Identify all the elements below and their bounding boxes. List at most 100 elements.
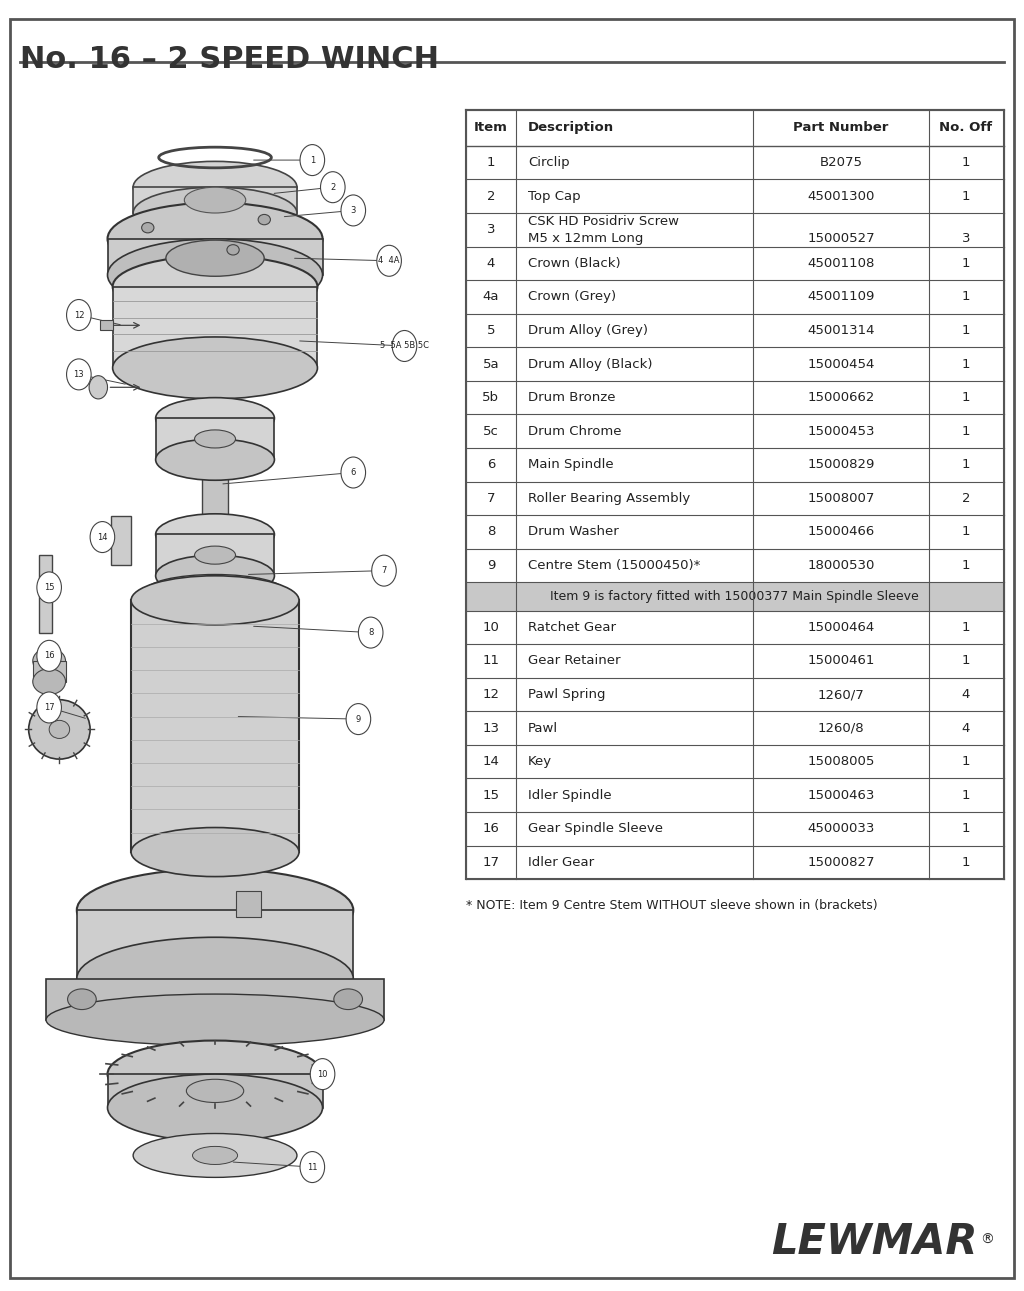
Text: * NOTE: Item 9 Centre Stem WITHOUT sleeve shown in (brackets): * NOTE: Item 9 Centre Stem WITHOUT sleev… <box>466 899 878 911</box>
Text: 1: 1 <box>962 324 971 337</box>
Bar <box>156 418 274 460</box>
Bar <box>466 549 1004 582</box>
Text: 16: 16 <box>44 652 54 660</box>
Text: Top Cap: Top Cap <box>527 190 581 203</box>
Bar <box>466 678 1004 711</box>
Text: 4a: 4a <box>482 290 499 303</box>
Ellipse shape <box>193 1146 238 1164</box>
Text: CSK HD Posidriv Screw: CSK HD Posidriv Screw <box>527 214 679 229</box>
Text: Idler Spindle: Idler Spindle <box>527 789 611 802</box>
Text: 2: 2 <box>330 183 336 191</box>
Text: 1: 1 <box>962 425 971 438</box>
Text: 12: 12 <box>482 688 500 701</box>
Ellipse shape <box>113 256 317 318</box>
Circle shape <box>300 145 325 176</box>
Text: 1: 1 <box>962 257 971 270</box>
Circle shape <box>90 522 115 553</box>
Text: 7: 7 <box>486 492 496 505</box>
Circle shape <box>341 457 366 488</box>
Text: B2075: B2075 <box>819 156 862 169</box>
Text: Gear Spindle Sleeve: Gear Spindle Sleeve <box>527 822 663 835</box>
Text: 18000530: 18000530 <box>807 559 874 572</box>
Text: Main Spindle: Main Spindle <box>527 458 613 471</box>
Text: 15: 15 <box>482 789 500 802</box>
Ellipse shape <box>49 720 70 738</box>
Ellipse shape <box>33 648 66 674</box>
Text: 1: 1 <box>962 190 971 203</box>
Ellipse shape <box>141 222 154 232</box>
Text: Drum Bronze: Drum Bronze <box>527 391 615 404</box>
Text: 13: 13 <box>482 722 500 735</box>
Ellipse shape <box>145 574 285 608</box>
Text: 3: 3 <box>962 231 971 245</box>
Ellipse shape <box>131 828 299 877</box>
Text: 7: 7 <box>381 567 387 574</box>
Text: 1: 1 <box>962 755 971 768</box>
Text: 15000463: 15000463 <box>807 789 874 802</box>
Text: 15000827: 15000827 <box>807 856 874 869</box>
Text: 15000829: 15000829 <box>807 458 874 471</box>
Bar <box>100 320 113 330</box>
Ellipse shape <box>227 245 240 256</box>
Text: 45001109: 45001109 <box>807 290 874 303</box>
Bar <box>108 239 323 275</box>
Text: Ratchet Gear: Ratchet Gear <box>527 621 615 634</box>
Bar <box>466 110 1004 146</box>
Text: 1: 1 <box>486 156 496 169</box>
Circle shape <box>341 195 366 226</box>
Ellipse shape <box>108 1041 323 1108</box>
Text: 1: 1 <box>962 525 971 538</box>
Text: 1: 1 <box>962 290 971 303</box>
Text: 1: 1 <box>962 621 971 634</box>
Bar <box>466 711 1004 745</box>
Circle shape <box>37 640 61 671</box>
Text: 1: 1 <box>962 156 971 169</box>
Text: 15008007: 15008007 <box>807 492 874 505</box>
Bar <box>156 534 274 576</box>
Text: Drum Washer: Drum Washer <box>527 525 618 538</box>
Text: Pawl Spring: Pawl Spring <box>527 688 605 701</box>
Ellipse shape <box>68 989 96 1010</box>
Ellipse shape <box>77 869 353 951</box>
Text: 1: 1 <box>962 458 971 471</box>
Bar <box>133 187 297 213</box>
Ellipse shape <box>89 376 108 399</box>
Text: 4: 4 <box>962 688 970 701</box>
Ellipse shape <box>29 700 90 759</box>
Text: 16: 16 <box>482 822 500 835</box>
Circle shape <box>372 555 396 586</box>
Text: Drum Chrome: Drum Chrome <box>527 425 622 438</box>
Ellipse shape <box>258 214 270 225</box>
Circle shape <box>321 172 345 203</box>
Text: 4: 4 <box>962 722 970 735</box>
Text: 45001314: 45001314 <box>807 324 874 337</box>
Text: 14: 14 <box>482 755 500 768</box>
Bar <box>466 812 1004 846</box>
Text: 1: 1 <box>962 559 971 572</box>
Text: 6: 6 <box>486 458 496 471</box>
Text: 8: 8 <box>486 525 496 538</box>
Bar <box>466 247 1004 280</box>
Text: 5b: 5b <box>482 391 500 404</box>
Bar <box>466 146 1004 179</box>
Text: 1: 1 <box>962 655 971 667</box>
Circle shape <box>358 617 383 648</box>
Circle shape <box>37 692 61 723</box>
Text: Drum Alloy (Grey): Drum Alloy (Grey) <box>527 324 648 337</box>
Text: Idler Gear: Idler Gear <box>527 856 594 869</box>
Text: 9: 9 <box>355 715 361 723</box>
Text: Centre Stem (15000450)*: Centre Stem (15000450)* <box>527 559 700 572</box>
Bar <box>466 314 1004 347</box>
Text: 17: 17 <box>482 856 500 869</box>
Text: 45001300: 45001300 <box>807 190 874 203</box>
Text: Roller Bearing Assembly: Roller Bearing Assembly <box>527 492 690 505</box>
Text: 1260/7: 1260/7 <box>817 688 864 701</box>
Text: 15000464: 15000464 <box>807 621 874 634</box>
Text: 4: 4 <box>486 257 496 270</box>
Text: 13: 13 <box>74 371 84 378</box>
Ellipse shape <box>184 187 246 213</box>
Bar <box>466 280 1004 314</box>
Text: LEWMAR: LEWMAR <box>771 1220 978 1263</box>
Text: 17: 17 <box>44 704 54 711</box>
Text: 5: 5 <box>486 324 496 337</box>
